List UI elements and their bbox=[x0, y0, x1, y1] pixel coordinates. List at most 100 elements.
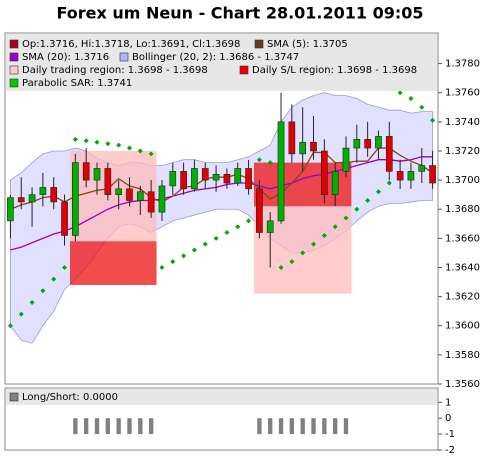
y-tick-label: 1.3600 bbox=[445, 321, 480, 332]
candle-body bbox=[7, 197, 14, 222]
candle-body bbox=[429, 165, 436, 184]
sar-dot bbox=[289, 259, 295, 265]
candle-body bbox=[418, 165, 426, 172]
y-tick-label: -2 bbox=[445, 445, 455, 456]
y-tick-label: -1 bbox=[445, 429, 455, 440]
legend-label: Parabolic SAR: 1.3741 bbox=[22, 78, 132, 89]
candle-body bbox=[61, 201, 68, 236]
sar-dot bbox=[159, 264, 165, 270]
candle-body bbox=[288, 121, 296, 155]
candle-body bbox=[385, 136, 393, 172]
y-tick-label: 1.3660 bbox=[445, 233, 480, 244]
candle-body bbox=[234, 168, 242, 184]
legend-label: Daily trading region: 1.3698 - 1.3698 bbox=[22, 65, 208, 76]
sar-dot bbox=[343, 215, 349, 221]
candle-body bbox=[364, 139, 371, 149]
bar bbox=[300, 418, 305, 435]
sar-dot bbox=[354, 206, 360, 212]
candle-body bbox=[266, 220, 274, 233]
candle-body bbox=[28, 194, 36, 203]
chart-title: Forex um Neun - Chart 28.01.2011 09:05 bbox=[56, 4, 423, 23]
candle-body bbox=[256, 188, 263, 233]
sar-dot bbox=[83, 138, 89, 144]
legend-swatch bbox=[9, 52, 19, 62]
legend-swatch bbox=[254, 39, 264, 49]
candle-body bbox=[158, 185, 166, 213]
sar-dot bbox=[256, 157, 262, 163]
candle-body bbox=[72, 162, 79, 236]
sar-dot bbox=[191, 247, 197, 253]
sar-dot bbox=[365, 197, 371, 203]
bar bbox=[116, 418, 121, 435]
sar-dot bbox=[116, 142, 122, 148]
candle-body bbox=[245, 168, 252, 190]
candle-body bbox=[17, 197, 25, 203]
legend-swatch bbox=[239, 65, 249, 75]
y-tick-label: 1.3580 bbox=[445, 350, 480, 361]
candle-body bbox=[375, 136, 382, 149]
candle-body bbox=[342, 147, 350, 172]
sar-dot bbox=[267, 160, 273, 166]
sar-dot bbox=[386, 180, 392, 186]
sar-dot bbox=[408, 96, 414, 102]
sar-dot bbox=[7, 323, 13, 329]
candle-body bbox=[169, 171, 177, 187]
trading-region bbox=[253, 206, 352, 294]
sar-dot bbox=[213, 235, 219, 241]
candle-body bbox=[331, 171, 339, 195]
legend-box bbox=[6, 389, 437, 405]
candle-body bbox=[82, 162, 90, 181]
plot-frame bbox=[4, 387, 439, 451]
sar-dot bbox=[224, 230, 230, 236]
legend-swatch bbox=[9, 39, 19, 49]
sar-dot bbox=[202, 241, 208, 247]
legend-label: SMA (20): 1.3716 bbox=[22, 52, 109, 63]
sar-dot bbox=[40, 288, 46, 294]
bar bbox=[84, 418, 89, 435]
candle-body bbox=[299, 141, 307, 155]
sar-dot bbox=[300, 250, 306, 256]
legend-label: Long/Short: 0.0000 bbox=[22, 392, 118, 403]
sar-dot bbox=[419, 104, 425, 110]
sar-dot bbox=[94, 139, 100, 145]
candle-body bbox=[310, 141, 317, 152]
y-tick-label: 1.3700 bbox=[445, 175, 480, 186]
candle-body bbox=[191, 168, 198, 190]
sar-dot bbox=[170, 259, 176, 265]
candle-body bbox=[104, 168, 112, 195]
sar-dot bbox=[332, 224, 338, 230]
sar-dot bbox=[148, 151, 154, 157]
legend-label: SMA (5): 1.3705 bbox=[267, 39, 348, 50]
candle-body bbox=[147, 191, 155, 213]
candle-body bbox=[126, 188, 133, 201]
y-tick-label: 1.3740 bbox=[445, 117, 480, 128]
y-tick-label: 1 bbox=[445, 397, 451, 408]
bar bbox=[343, 418, 349, 435]
candle-body bbox=[201, 168, 209, 181]
legend-label: Bollinger (20, 2): 1.3686 - 1.3747 bbox=[132, 52, 299, 63]
legend-label: Daily S/L region: 1.3698 - 1.3698 bbox=[252, 65, 417, 76]
bar bbox=[278, 418, 284, 435]
legend-swatch bbox=[9, 392, 19, 402]
sar-dot bbox=[181, 253, 187, 259]
sar-dot bbox=[246, 218, 252, 224]
candle-body bbox=[321, 150, 328, 195]
legend-swatch bbox=[9, 78, 19, 88]
plot-frame bbox=[4, 32, 439, 385]
bar bbox=[332, 418, 338, 435]
candle-body bbox=[277, 121, 285, 222]
bar bbox=[127, 418, 132, 435]
candle-body bbox=[115, 188, 122, 195]
candle-body bbox=[407, 171, 415, 181]
candle-body bbox=[50, 187, 58, 203]
candle-body bbox=[223, 173, 231, 184]
sar-dot bbox=[126, 145, 132, 151]
sar-dot bbox=[105, 141, 111, 147]
candle-body bbox=[136, 191, 144, 201]
bar bbox=[257, 418, 262, 435]
sl-region bbox=[69, 241, 157, 285]
candle-body bbox=[212, 173, 220, 181]
indicator-line bbox=[10, 147, 433, 210]
